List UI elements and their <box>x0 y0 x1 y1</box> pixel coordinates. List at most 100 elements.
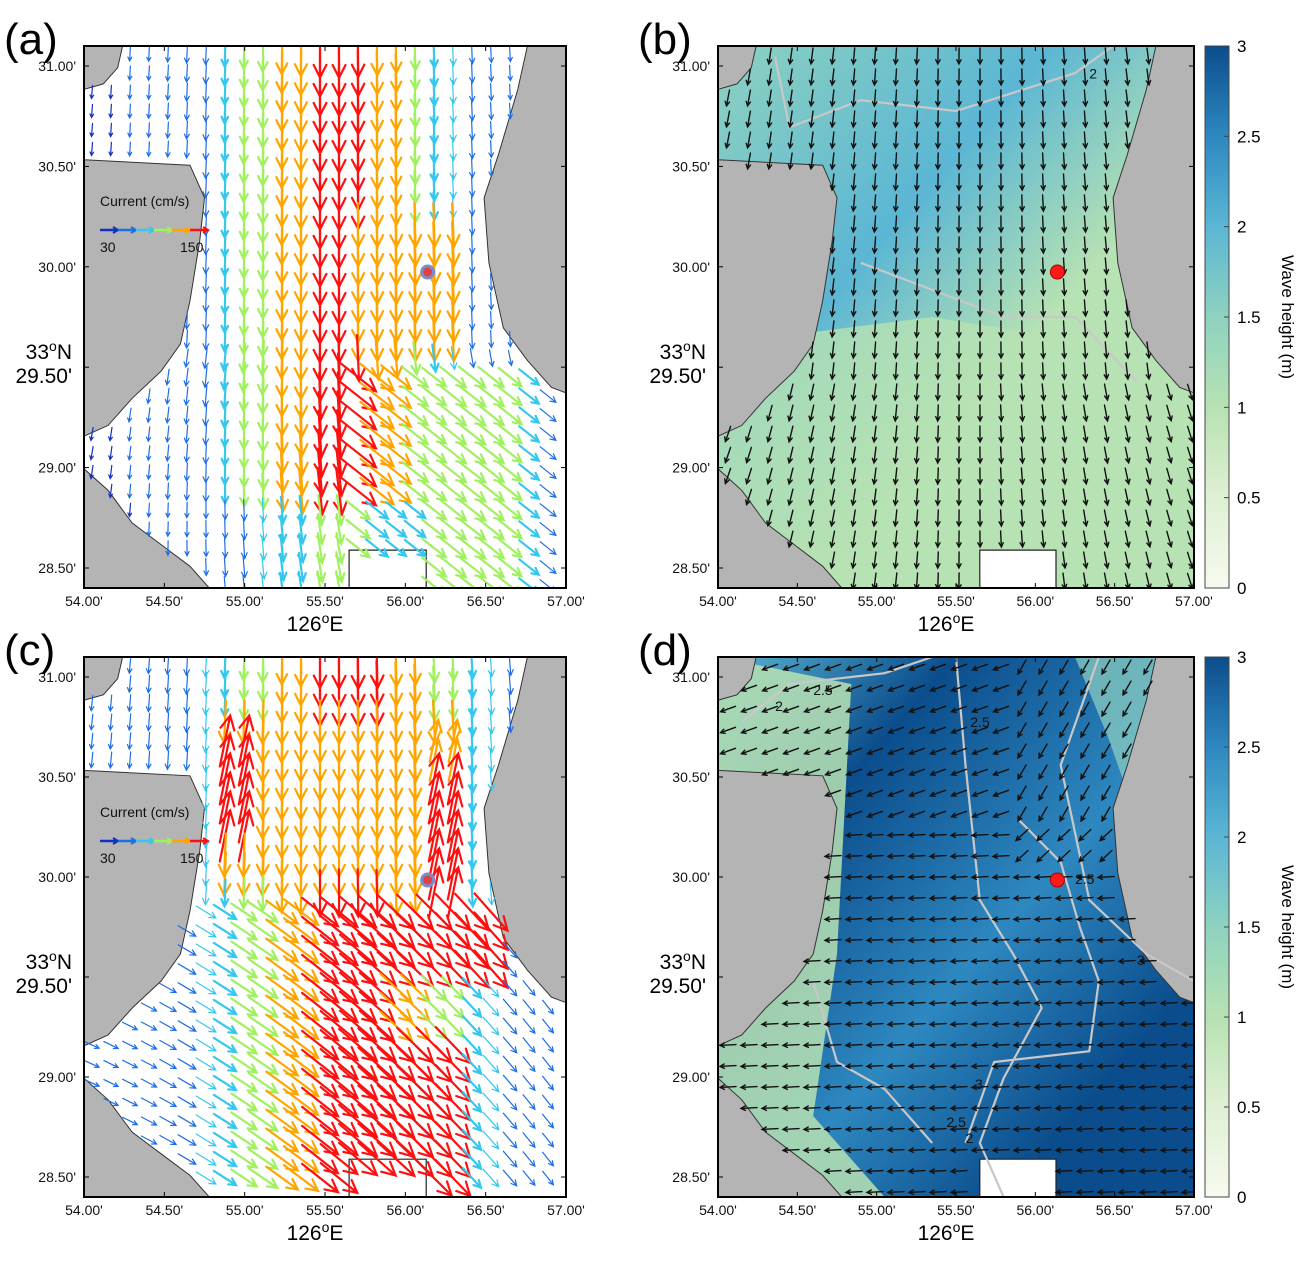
y-tick-label: 30.50' <box>672 158 710 174</box>
vector-arrow <box>126 675 133 694</box>
y-axis-degree-label: 33oN <box>26 338 72 364</box>
vector-arrow <box>319 1067 360 1100</box>
vector-arrow <box>998 278 1004 297</box>
vector-arrow <box>365 538 390 559</box>
vector-arrow <box>1075 958 1094 965</box>
vector-arrow <box>183 711 191 734</box>
vector-arrow <box>1040 278 1046 297</box>
colorbar-tick-label: 2 <box>1237 218 1246 237</box>
vector-arrow <box>935 404 941 423</box>
vector-arrow <box>787 131 794 150</box>
vector-arrow <box>282 1164 320 1193</box>
vector-arrow <box>242 574 245 588</box>
vector-arrow <box>802 1042 821 1049</box>
vector-arrow <box>850 152 857 171</box>
vector-arrow <box>1096 874 1115 881</box>
vector-arrow <box>949 832 968 839</box>
vector-arrow <box>914 173 920 192</box>
vector-arrow <box>823 1147 842 1154</box>
vector-arrow <box>886 1189 905 1196</box>
vector-arrow <box>165 502 171 519</box>
vector-arrow <box>1117 958 1136 965</box>
vector-arrow <box>907 1126 926 1133</box>
vector-arrow <box>871 341 878 360</box>
vector-arrow <box>724 89 731 108</box>
vector-arrow <box>892 509 899 528</box>
vector-arrow <box>358 971 396 1005</box>
vector-arrow <box>865 1021 884 1028</box>
vector-arrow <box>829 383 836 402</box>
vector-arrow <box>907 1084 926 1091</box>
vector-arrow <box>949 895 968 902</box>
panel-label: (b) <box>638 15 692 64</box>
y-tick-label: 30.00' <box>672 259 710 275</box>
vector-arrow <box>781 1021 800 1028</box>
vector-arrow <box>1035 828 1050 842</box>
vector-arrow <box>907 1000 926 1007</box>
vector-arrow <box>1012 1063 1031 1070</box>
vector-arrow <box>1082 509 1089 528</box>
vector-arrow <box>301 1162 340 1194</box>
vector-arrow <box>502 1017 518 1035</box>
vector-arrow <box>1103 446 1110 465</box>
y-tick-label: 28.50' <box>672 1169 710 1185</box>
vector-arrow <box>992 810 1010 818</box>
vector-arrow <box>1159 1147 1178 1154</box>
vector-arrow <box>184 520 190 539</box>
panel-label: (d) <box>638 626 692 675</box>
vector-arrow <box>1017 722 1027 739</box>
map-area-b: 2 <box>718 46 1194 588</box>
vector-arrow <box>1124 446 1131 465</box>
vector-arrow <box>212 998 239 1016</box>
vector-arrow <box>518 444 541 463</box>
vector-arrow <box>467 764 478 795</box>
vector-arrow <box>1012 895 1031 902</box>
vector-arrow <box>434 1159 472 1197</box>
vector-arrow <box>824 705 842 713</box>
vector-arrow <box>146 84 152 101</box>
vector-arrow <box>1166 551 1173 570</box>
vector-arrow <box>907 1042 926 1049</box>
land-mass <box>483 46 566 394</box>
vector-arrow <box>823 1168 842 1175</box>
vector-arrow <box>871 362 878 381</box>
vector-arrow <box>935 89 941 108</box>
vector-arrow <box>212 1036 239 1054</box>
vector-arrow <box>539 446 557 461</box>
y-tick-label: 28.50' <box>38 560 76 576</box>
vector-arrow <box>1180 1021 1194 1028</box>
vector-arrow <box>908 789 926 797</box>
vector-arrow <box>195 962 217 976</box>
vector-arrow <box>518 501 541 520</box>
vector-arrow <box>497 480 524 502</box>
vector-arrow <box>745 425 753 444</box>
vector-arrow <box>956 446 962 465</box>
vector-arrow <box>808 131 815 150</box>
vector-arrow <box>230 940 259 960</box>
vector-arrow <box>782 705 800 713</box>
vector-arrow <box>1145 404 1152 423</box>
vector-arrow <box>850 488 857 507</box>
vector-arrow <box>956 383 962 402</box>
vector-arrow <box>977 110 983 129</box>
vector-arrow <box>539 541 557 556</box>
vector-arrow <box>84 1041 101 1049</box>
vector-arrow <box>850 509 857 528</box>
vector-arrow <box>1159 1189 1178 1196</box>
vector-arrow <box>461 1015 483 1038</box>
vector-arrow <box>127 141 133 158</box>
vector-arrow <box>845 705 863 713</box>
vector-arrow <box>977 467 983 486</box>
contour-label: 2.5 <box>946 1114 966 1130</box>
vector-arrow <box>446 865 464 920</box>
vector-arrow <box>1080 722 1090 739</box>
vector-arrow <box>908 726 926 734</box>
vector-arrow <box>956 530 962 549</box>
vector-arrow <box>1096 1021 1115 1028</box>
vector-arrow <box>1103 257 1110 276</box>
vector-arrow <box>1033 1000 1052 1007</box>
vector-arrow <box>719 705 737 713</box>
vector-arrow <box>1017 743 1027 760</box>
vector-arrow <box>871 89 878 108</box>
y-tick-label: 31.00' <box>672 669 710 685</box>
